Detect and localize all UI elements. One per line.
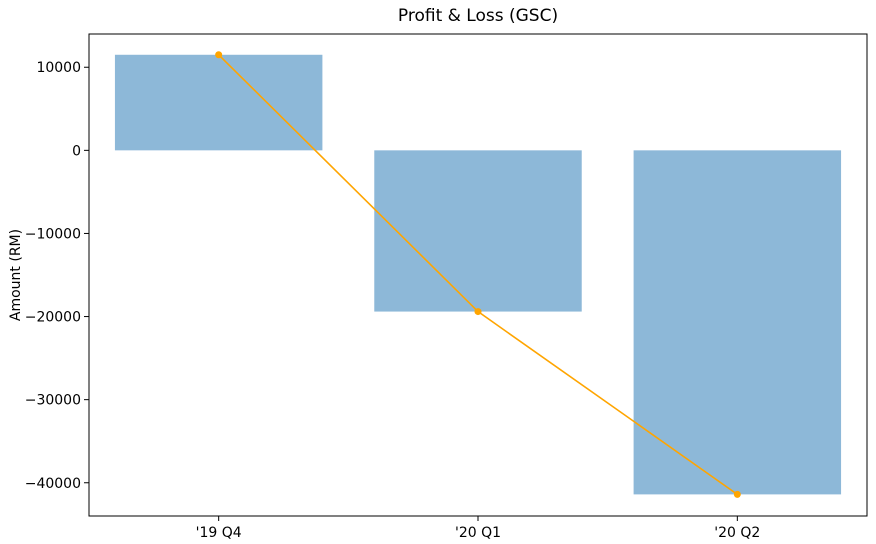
y-tick-label-1: 0: [72, 143, 81, 159]
line-point-2: [733, 490, 741, 498]
y-tick-label-3: −20000: [25, 310, 81, 326]
line-point-1: [474, 308, 482, 316]
x-ticks-group: '19 Q4 '20 Q1 '20 Q2: [196, 516, 760, 541]
bar-1: [374, 150, 582, 312]
y-axis-label: Amount (RM): [8, 229, 24, 321]
y-tick-label-2: −10000: [25, 226, 81, 242]
line-overlay-group: [215, 51, 741, 498]
x-tick-label-0: '19 Q4: [196, 525, 242, 541]
y-tick-label-0: 10000: [36, 60, 81, 76]
y-tick-label-5: −40000: [25, 476, 81, 492]
x-tick-label-2: '20 Q2: [714, 525, 760, 541]
bars-group: [114, 54, 842, 495]
chart-title: Profit & Loss (GSC): [398, 6, 558, 26]
line-point-0: [215, 51, 223, 59]
y-tick-label-4: −30000: [25, 393, 81, 409]
x-tick-label-1: '20 Q1: [455, 525, 501, 541]
bar-0: [114, 54, 323, 151]
bar-2: [633, 150, 842, 495]
y-ticks-group: 10000 0 −10000 −20000 −30000 −40000: [25, 60, 89, 492]
